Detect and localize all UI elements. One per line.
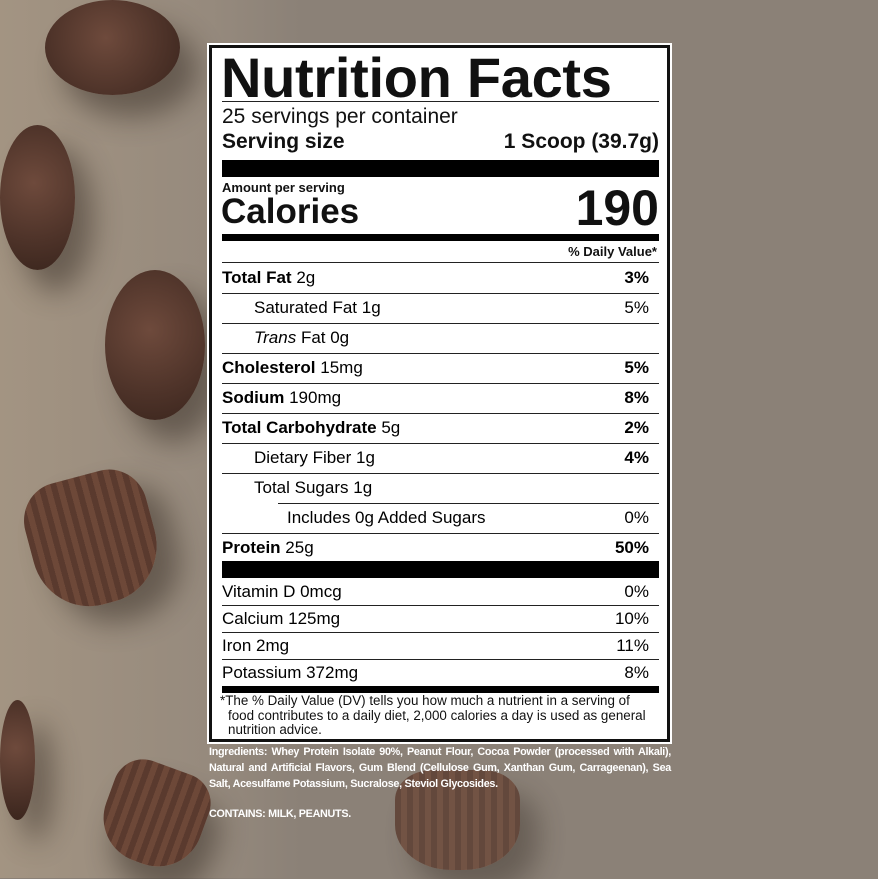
daily-value-header: % Daily Value* bbox=[568, 244, 657, 259]
daily-value-percent: 0% bbox=[624, 508, 649, 527]
divider bbox=[222, 101, 659, 102]
vitamin-label: Iron 2mg bbox=[222, 636, 290, 655]
daily-value-percent: 11% bbox=[616, 636, 649, 655]
nutrient-name: Cholesterol 15mg bbox=[222, 353, 363, 383]
nutrient-label: Total Carbohydrate bbox=[222, 418, 377, 437]
nutrient-name: Total Sugars 1g bbox=[254, 473, 372, 503]
nutrient-row-total-fat: Total Fat 2g 3% bbox=[222, 263, 659, 293]
daily-value-percent: 2% bbox=[624, 418, 649, 437]
nutrient-label: Includes 0g Added Sugars bbox=[287, 508, 486, 527]
nutrient-label: Cholesterol bbox=[222, 358, 316, 377]
calories-value: 190 bbox=[575, 180, 659, 236]
nutrient-name: Total Carbohydrate 5g bbox=[222, 413, 400, 443]
nutrient-amount: Fat 0g bbox=[300, 328, 350, 347]
daily-value-percent: 10% bbox=[614, 609, 649, 628]
medium-divider bbox=[222, 686, 659, 693]
peanut-butter-cup-image bbox=[395, 770, 520, 870]
vitamin-label: Potassium 372mg bbox=[222, 663, 359, 682]
vitamin-row-calcium: Calcium 125mg 10% bbox=[222, 605, 659, 632]
nutrient-row-saturated-fat: Saturated Fat 1g 5% bbox=[222, 293, 659, 323]
nutrient-row-added-sugars: Includes 0g Added Sugars 0% bbox=[222, 503, 659, 533]
allergen-statement: CONTAINS: MILK, PEANUTS. bbox=[209, 808, 351, 820]
divider bbox=[222, 323, 659, 324]
nutrient-amount: 5g bbox=[381, 418, 401, 437]
divider bbox=[222, 293, 659, 294]
serving-size-label: Serving size bbox=[222, 130, 345, 153]
medium-divider bbox=[222, 234, 659, 241]
label-title: Nutrition Facts bbox=[221, 46, 612, 109]
ingredients-text: Ingredients: Whey Protein Isolate 90%, P… bbox=[209, 746, 671, 790]
vitamin-label: Vitamin D 0mcg bbox=[222, 582, 342, 601]
daily-value-percent: 8% bbox=[624, 388, 649, 407]
nutrient-label: Saturated Fat bbox=[254, 298, 358, 317]
servings-per-container: 25 servings per container bbox=[222, 105, 458, 128]
peanut-butter-cup-image bbox=[0, 125, 75, 270]
divider bbox=[222, 353, 659, 354]
daily-value-percent: 5% bbox=[624, 298, 649, 317]
calories-label: Calories bbox=[221, 192, 360, 231]
footnote: *The % Daily Value (DV) tells you how mu… bbox=[220, 693, 646, 737]
nutrient-row-protein: Protein 25g 50% bbox=[222, 533, 659, 563]
nutrient-row-dietary-fiber: Dietary Fiber 1g 4% bbox=[222, 443, 659, 473]
nutrient-row-total-sugars: Total Sugars 1g bbox=[222, 473, 659, 503]
nutrient-amount: 15mg bbox=[320, 358, 363, 377]
peanut-butter-cup-image bbox=[105, 270, 205, 420]
thick-divider bbox=[222, 160, 659, 177]
nutrient-row-sodium: Sodium 190mg 8% bbox=[222, 383, 659, 413]
nutrient-amount: 2g bbox=[296, 268, 316, 287]
nutrition-facts-label: Nutrition Facts 25 servings per containe… bbox=[207, 43, 672, 744]
nutrient-name: Saturated Fat 1g bbox=[254, 293, 381, 323]
nutrient-label: Dietary Fiber bbox=[254, 448, 352, 467]
nutrient-amount: 25g bbox=[285, 538, 314, 557]
nutrient-name: Total Fat 2g bbox=[222, 263, 315, 293]
daily-value-percent: 0% bbox=[624, 582, 649, 601]
nutrient-row-trans-fat: Trans Fat 0g bbox=[222, 323, 659, 353]
vitamin-row-vitamin-d: Vitamin D 0mcg 0% bbox=[222, 578, 659, 605]
serving-size-value: 1 Scoop (39.7g) bbox=[503, 130, 659, 153]
nutrient-name: Trans Fat 0g bbox=[254, 323, 349, 353]
nutrient-name: Protein 25g bbox=[222, 533, 314, 563]
divider bbox=[222, 413, 659, 414]
thick-divider bbox=[222, 561, 659, 578]
vitamin-row-potassium: Potassium 372mg 8% bbox=[222, 659, 659, 686]
nutrient-label: Total Sugars bbox=[254, 478, 349, 497]
nutrient-amount: 190mg bbox=[289, 388, 342, 407]
divider bbox=[222, 262, 659, 263]
nutrient-amount: 1g bbox=[356, 448, 375, 467]
divider bbox=[278, 503, 659, 504]
divider bbox=[222, 659, 659, 660]
vitamin-label: Calcium 125mg bbox=[222, 609, 341, 628]
daily-value-percent: 5% bbox=[624, 358, 649, 377]
amount-per-serving: Amount per serving bbox=[222, 180, 345, 195]
divider bbox=[222, 383, 659, 384]
divider bbox=[222, 632, 659, 633]
divider bbox=[222, 533, 659, 534]
daily-value-percent: 50% bbox=[614, 538, 649, 557]
divider bbox=[222, 605, 659, 606]
nutrient-amount: 1g bbox=[353, 478, 373, 497]
vitamin-row-iron: Iron 2mg 11% bbox=[222, 632, 659, 659]
peanut-butter-cup-image bbox=[45, 0, 180, 95]
nutrient-label: Trans bbox=[254, 328, 297, 347]
nutrient-row-total-carbohydrate: Total Carbohydrate 5g 2% bbox=[222, 413, 659, 443]
daily-value-percent: 3% bbox=[624, 268, 649, 287]
nutrient-amount: 1g bbox=[361, 298, 381, 317]
ingredients-section: Ingredients: Whey Protein Isolate 90%, P… bbox=[209, 744, 671, 820]
nutrient-label: Total Fat bbox=[222, 268, 292, 287]
nutrient-name: Dietary Fiber 1g bbox=[254, 443, 375, 473]
divider bbox=[222, 473, 659, 474]
peanut-butter-cup-image bbox=[0, 700, 35, 820]
divider bbox=[222, 443, 659, 444]
nutrient-name: Sodium 190mg bbox=[222, 383, 341, 413]
nutrient-row-cholesterol: Cholesterol 15mg 5% bbox=[222, 353, 659, 383]
daily-value-percent: 8% bbox=[624, 663, 649, 682]
nutrient-label: Sodium bbox=[222, 388, 285, 407]
nutrient-label: Protein bbox=[222, 538, 281, 557]
daily-value-percent: 4% bbox=[624, 448, 649, 467]
